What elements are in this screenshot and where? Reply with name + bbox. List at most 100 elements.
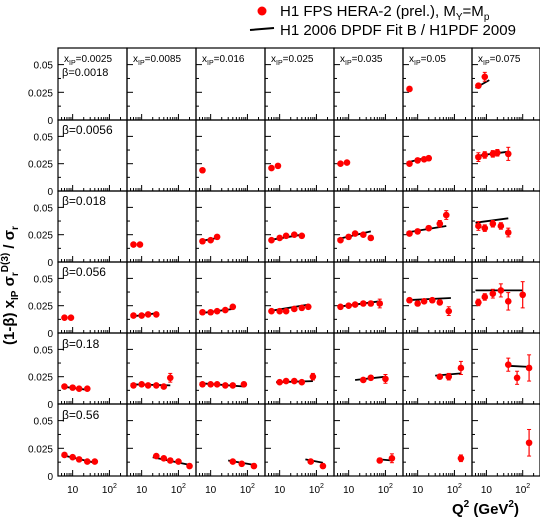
panel-r4-c2 <box>195 332 266 405</box>
panel-data-r4-c6 <box>504 354 533 385</box>
data-point <box>61 314 68 322</box>
data-point <box>337 236 344 244</box>
panel-data-r5-c2 <box>228 458 258 470</box>
panel-data-r4-c0 <box>61 383 91 393</box>
data-point <box>282 307 290 315</box>
y-tick-label: 0 <box>47 329 53 340</box>
panel-frame <box>333 403 404 477</box>
data-point <box>367 374 375 382</box>
panel-data-r3-c5 <box>406 296 453 317</box>
panel-frame <box>264 190 335 263</box>
panel-frame <box>195 119 266 192</box>
data-point <box>199 381 206 388</box>
data-point <box>130 241 137 248</box>
data-point <box>75 456 83 463</box>
x-tick-label: 102 <box>378 483 393 496</box>
data-point <box>475 153 482 161</box>
panel-frame <box>471 403 540 477</box>
xip-label: xIP=0.0085 <box>133 54 181 67</box>
x-tick-label: 102 <box>240 483 255 496</box>
data-point <box>304 303 312 311</box>
data-point <box>475 82 482 89</box>
panel-r3-c5 <box>402 261 473 334</box>
panel-data-r1-c2 <box>199 166 206 174</box>
fit-curve <box>199 382 244 388</box>
beta-label: β=0.0018 <box>62 67 108 79</box>
beta-label: β=0.056 <box>62 265 106 279</box>
panel-r4-c1 <box>126 332 197 405</box>
panel-data-r1-c5 <box>406 154 433 167</box>
data-point <box>489 220 497 228</box>
panel-data-r1-c4 <box>337 159 351 167</box>
panel-frame <box>402 403 473 477</box>
data-point <box>290 305 298 313</box>
data-point <box>388 454 396 462</box>
data-point <box>238 460 246 468</box>
panel-r5-c1 <box>126 403 197 477</box>
panel-frame <box>126 119 197 192</box>
data-point <box>367 300 375 307</box>
data-point <box>276 378 283 386</box>
panel-r3-c1 <box>126 261 197 334</box>
panel-data-r5-c0 <box>61 451 99 465</box>
x-tick-label: 10 <box>67 485 79 496</box>
fit-curve <box>508 364 530 368</box>
panel-r5-c4 <box>333 403 404 477</box>
data-point <box>138 312 145 319</box>
panel-frame <box>195 190 266 263</box>
x-tick-label: 102 <box>515 483 530 496</box>
data-point <box>425 224 433 232</box>
beta-label: β=0.0056 <box>62 123 113 137</box>
panel-frame <box>402 261 473 334</box>
data-point <box>130 382 137 389</box>
data-point <box>207 236 214 244</box>
legend-data-marker <box>257 6 267 16</box>
data-point <box>406 296 413 304</box>
panel-r2-c2 <box>195 190 266 263</box>
data-point <box>61 451 68 459</box>
x-tick-label: 10 <box>274 485 286 496</box>
panel-r1-c5 <box>402 119 473 192</box>
data-point <box>428 296 436 304</box>
panel-frame <box>126 261 197 334</box>
data-point <box>414 228 421 235</box>
data-point <box>525 364 533 372</box>
data-point <box>445 373 453 380</box>
y-tick-label: 0 <box>47 258 53 269</box>
data-point <box>359 231 367 238</box>
data-point <box>319 462 327 470</box>
y-axis-title: (1-β) xIP σrD(3) / σr <box>0 226 21 345</box>
panel-data-r1-c6 <box>475 146 512 163</box>
y-tick-label: 0.025 <box>28 373 53 384</box>
panel-r2-c5 <box>402 190 473 263</box>
data-point <box>345 233 352 241</box>
data-point <box>406 230 413 237</box>
panel-frame <box>264 261 335 334</box>
data-point <box>138 381 145 388</box>
x-tick-label: 10 <box>205 485 217 496</box>
data-point <box>207 308 214 316</box>
panel-grid: 0.05 0.025 0 0.05 0.025 0 0.05 0.025 0 0.05 0.025 0… <box>28 47 540 496</box>
panel-data-r3-c6 <box>475 281 526 311</box>
data-point <box>221 382 229 389</box>
panel-data-r3-c4 <box>337 298 384 311</box>
panel-frame <box>402 190 473 263</box>
x-tick-label: 10 <box>412 485 424 496</box>
data-point <box>152 452 160 460</box>
panel-r5-c6 <box>471 403 540 477</box>
panel-data-r0-c6 <box>475 71 490 89</box>
xip-label: xIP=0.0025 <box>64 54 112 67</box>
data-point <box>136 241 144 248</box>
panel-data-r2-c3 <box>268 231 306 244</box>
data-point <box>406 160 413 167</box>
panel-r1-c1 <box>126 119 197 192</box>
panel-frame <box>333 332 404 405</box>
data-point <box>229 303 237 311</box>
data-point <box>250 462 258 470</box>
x-tick-label: 10 <box>481 485 493 496</box>
data-point <box>83 458 91 465</box>
panel-data-r5-c3 <box>305 458 327 470</box>
data-point <box>229 458 237 465</box>
data-point <box>69 384 76 391</box>
y-tick-label: 0.05 <box>34 203 54 214</box>
